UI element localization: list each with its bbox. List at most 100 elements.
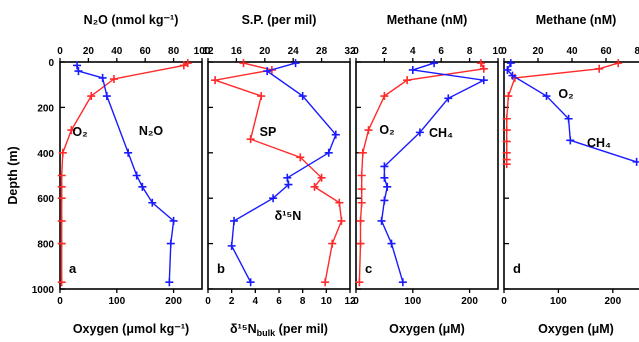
series-line-ch4 (380, 62, 487, 283)
data-point-δ15n (246, 278, 255, 287)
top-tick-label: 6 (438, 46, 444, 57)
data-point-ch4 (380, 162, 389, 171)
series-label-δ15n: δ¹⁵N (275, 209, 302, 223)
bottom-tick-label: 4 (253, 296, 259, 307)
data-point-n2o (98, 73, 107, 82)
top-tick-label: 40 (566, 46, 578, 57)
panel-c (355, 58, 499, 293)
bottom-tick-label: 200 (165, 296, 182, 307)
data-point-o2 (57, 194, 66, 203)
top-tick-label: 40 (111, 46, 123, 57)
data-point-o2 (403, 76, 412, 85)
data-point-sp (296, 153, 305, 162)
series-label-n2o: N₂O (139, 124, 164, 138)
bottom-axis-title: δ¹⁵Nbulk (per mil) (230, 322, 328, 338)
data-point-o2 (364, 126, 373, 135)
top-axis-title: Methane (nM) (387, 13, 468, 27)
series-line-o2 (358, 62, 485, 283)
top-tick-label: 20 (532, 46, 544, 57)
panel-d (502, 58, 639, 293)
data-point-δ15n (291, 59, 300, 68)
series-line-sp (212, 62, 343, 283)
bottom-tick-label: 100 (108, 296, 125, 307)
data-point-ch4 (444, 94, 453, 103)
top-tick-label: 100 (194, 46, 211, 57)
data-point-sp (335, 198, 344, 207)
data-point-n2o (148, 198, 157, 207)
y-tick-label: 200 (37, 103, 54, 114)
data-point-o2 (595, 64, 604, 73)
bottom-tick-label: 200 (604, 296, 621, 307)
data-point-δ15n (283, 173, 292, 182)
data-point-δ15n (324, 148, 333, 157)
data-point-δ15n (284, 180, 293, 189)
data-point-o2 (357, 198, 366, 207)
data-point-sp (321, 278, 330, 287)
y-tick-label: 600 (37, 194, 54, 205)
bottom-tick-label: 0 (205, 296, 211, 307)
top-tick-label: 16 (231, 46, 243, 57)
data-point-n2o (132, 171, 141, 180)
bottom-tick-label: 200 (461, 296, 478, 307)
data-point-n2o (124, 148, 133, 157)
data-point-sp (246, 135, 255, 144)
top-tick-label: 12 (202, 46, 214, 57)
top-tick-label: 4 (410, 46, 416, 57)
data-point-n2o (165, 278, 174, 287)
data-point-ch4 (566, 136, 575, 145)
panel-b (207, 58, 351, 293)
data-point-δ15n (269, 194, 278, 203)
bottom-tick-label: 100 (404, 296, 421, 307)
bottom-tick-label: 0 (57, 296, 63, 307)
data-point-o2 (502, 126, 511, 135)
data-point-o2 (57, 239, 66, 248)
data-point-n2o (169, 216, 178, 225)
data-point-δ15n (298, 92, 307, 101)
data-point-o2 (57, 171, 66, 180)
data-point-ch4 (415, 128, 424, 137)
data-point-n2o (102, 92, 111, 101)
data-point-sp (328, 239, 337, 248)
data-point-o2 (355, 278, 364, 287)
top-tick-label: 10 (492, 46, 504, 57)
data-point-o2 (57, 278, 66, 287)
data-point-sp (239, 59, 248, 68)
panel-frame (355, 61, 499, 290)
top-tick-label: 8 (467, 46, 473, 57)
data-point-ch4 (380, 173, 389, 182)
data-point-ch4 (479, 76, 488, 85)
data-point-o2 (476, 59, 485, 68)
y-tick-label: 0 (48, 58, 54, 69)
data-point-o2 (57, 182, 66, 191)
panel-letter: c (365, 261, 372, 276)
data-point-o2 (502, 148, 511, 157)
bottom-tick-label: 12 (344, 296, 356, 307)
data-point-n2o (74, 67, 83, 76)
series-label-o2: O₂ (379, 123, 394, 137)
series-label-o2: O₂ (558, 87, 573, 101)
data-point-ch4 (408, 65, 417, 74)
panel-frame (207, 61, 351, 290)
data-point-o2 (356, 239, 365, 248)
data-point-δ15n (230, 216, 239, 225)
data-point-ch4 (430, 59, 439, 68)
data-point-ch4 (508, 71, 517, 80)
data-point-o2 (179, 61, 188, 70)
data-point-ch4 (398, 278, 407, 287)
data-point-sp (337, 216, 346, 225)
data-point-ch4 (383, 182, 392, 191)
series-label-o2: O₂ (72, 125, 87, 139)
y-axis-label: Depth (m) (6, 146, 20, 204)
bottom-tick-label: 6 (276, 296, 282, 307)
top-tick-label: 80 (634, 46, 639, 57)
panel-frame (59, 61, 203, 290)
series-label-sp: SP (260, 125, 277, 139)
top-tick-label: 80 (168, 46, 180, 57)
bottom-axis-title: Oxygen (μM) (538, 322, 614, 336)
top-tick-label: 20 (83, 46, 95, 57)
bottom-tick-label: 2 (229, 296, 235, 307)
data-point-n2o (166, 239, 175, 248)
data-point-o2 (357, 185, 366, 194)
data-point-sp (257, 92, 266, 101)
